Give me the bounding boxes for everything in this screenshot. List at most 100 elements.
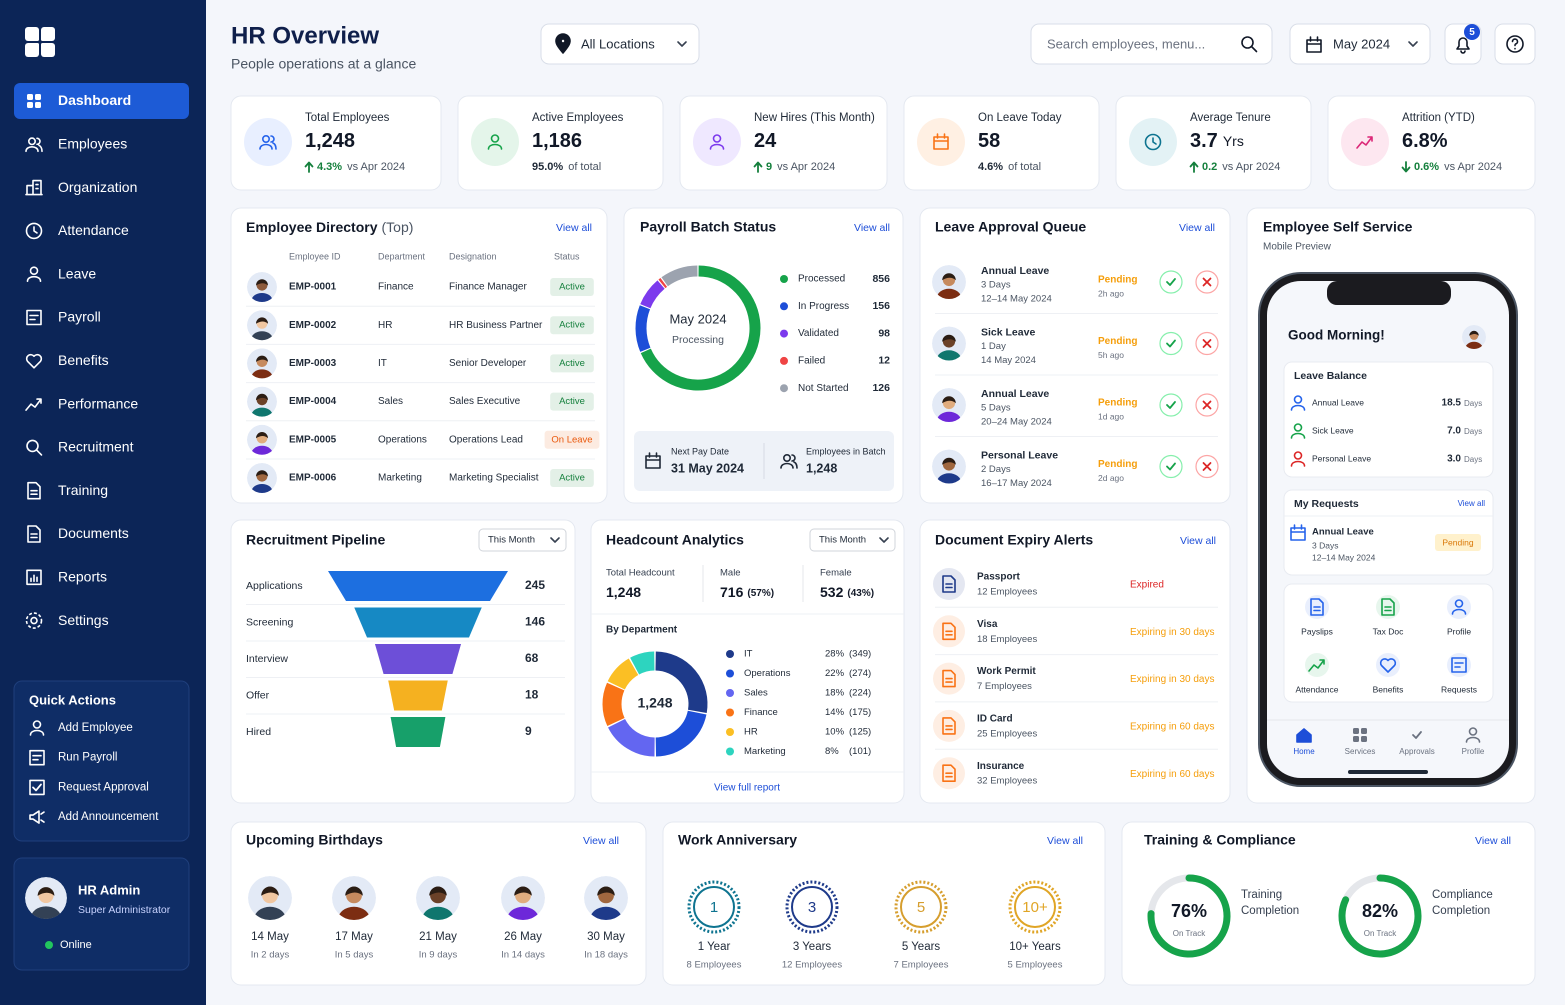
quick-action[interactable]: Add Announcement — [58, 811, 159, 823]
icon — [1412, 731, 1422, 739]
tab-label[interactable]: Approvals — [1399, 747, 1435, 756]
tab-label[interactable]: Home — [1293, 747, 1315, 756]
icon — [32, 783, 42, 792]
icon — [1202, 462, 1212, 471]
doc-status: Expiring in 60 days — [1130, 769, 1215, 780]
trend-arrow — [1401, 161, 1411, 173]
chevron — [677, 41, 687, 47]
approve-button[interactable] — [1159, 331, 1183, 356]
balance-unit: Days — [1464, 455, 1482, 464]
view-all-link[interactable]: View all — [1047, 835, 1083, 847]
filter-select[interactable] — [478, 528, 567, 552]
approve-button[interactable] — [1159, 454, 1183, 479]
kpi-label: New Hires (This Month) — [754, 112, 875, 124]
status-text: Active — [559, 396, 585, 407]
reject-button[interactable] — [1195, 270, 1219, 294]
status-dot — [45, 941, 53, 949]
filter-select[interactable] — [809, 528, 896, 552]
icon — [1293, 395, 1303, 404]
doc-status: Expired — [1130, 580, 1164, 591]
location-select[interactable] — [540, 23, 700, 65]
ring-status: On Track — [1364, 929, 1397, 938]
view-all-link[interactable]: View all — [556, 222, 592, 234]
card — [919, 519, 1231, 804]
avatar-hair — [1469, 330, 1479, 336]
nav-item[interactable]: Employees — [58, 136, 127, 152]
nav-item[interactable]: Reports — [58, 569, 107, 585]
nav-item[interactable]: Benefits — [58, 352, 109, 368]
avatar-body — [251, 369, 273, 379]
reject-button[interactable] — [1195, 454, 1219, 479]
nav-item[interactable]: Settings — [58, 612, 109, 628]
nav-item[interactable]: Performance — [58, 395, 138, 411]
service-label[interactable]: Requests — [1441, 684, 1477, 694]
employee-id: EMP-0001 — [289, 282, 337, 293]
stage-value: 9 — [525, 724, 532, 738]
view-all-link[interactable]: View all — [1458, 499, 1486, 508]
donut-segment — [661, 265, 698, 287]
nav-item[interactable]: Organization — [58, 179, 137, 195]
leave-age: 1d ago — [1098, 411, 1124, 421]
period-select[interactable] — [1289, 23, 1431, 65]
service-label[interactable]: Profile — [1447, 626, 1471, 636]
nav-item[interactable]: Training — [58, 482, 108, 498]
quick-action[interactable]: Request Approval — [58, 781, 149, 793]
leave-type: Annual Leave — [981, 388, 1049, 400]
stat-value: 1,248 — [606, 584, 641, 600]
nav-item[interactable]: Leave — [58, 265, 96, 281]
legend-dot — [780, 275, 788, 283]
footer-link[interactable]: View full report — [714, 783, 780, 794]
icon — [26, 439, 39, 453]
service-label[interactable]: Tax Doc — [1373, 626, 1404, 636]
approve-button[interactable] — [1159, 270, 1183, 294]
search-box[interactable] — [1030, 23, 1273, 65]
card — [1115, 95, 1312, 191]
icon — [27, 525, 41, 543]
logo — [25, 27, 39, 41]
avatar-hair — [261, 886, 279, 896]
legend-percent: 22% — [825, 668, 845, 679]
quick-action[interactable]: Add Employee — [58, 722, 133, 734]
status-text: Active — [559, 473, 585, 484]
my-requests — [1283, 489, 1494, 576]
doc-name: ID Card — [977, 714, 1013, 725]
view-all-link[interactable]: View all — [1180, 535, 1216, 547]
approve-button[interactable] — [1159, 393, 1183, 417]
nav-item[interactable]: Attendance — [58, 222, 129, 238]
tab-label[interactable]: Profile — [1462, 747, 1485, 756]
nav-item[interactable]: Dashboard — [58, 92, 131, 108]
quick-action[interactable]: Run Payroll — [58, 752, 117, 764]
avatar-hair — [37, 887, 55, 896]
service-label[interactable]: Benefits — [1373, 684, 1404, 694]
period-text: May 2024 — [1333, 36, 1390, 51]
reject-button[interactable] — [1195, 331, 1219, 356]
service-label[interactable]: Payslips — [1301, 626, 1333, 636]
view-all-link[interactable]: View all — [1475, 835, 1511, 847]
card-title: Training & Compliance — [1144, 832, 1296, 848]
kpi-value: 1,186 — [532, 130, 582, 152]
designation: Marketing Specialist — [449, 473, 539, 484]
leave-age: 2h ago — [1098, 288, 1124, 298]
icon — [29, 749, 45, 766]
view-all-link[interactable]: View all — [1179, 222, 1215, 234]
quick-actions-title: Quick Actions — [29, 692, 116, 707]
leave-days: 2 Days — [981, 464, 1011, 475]
nav-item[interactable]: Payroll — [58, 309, 101, 325]
stat-label: Male — [720, 568, 741, 579]
reject-button[interactable] — [1195, 393, 1219, 417]
tab-label[interactable]: Services — [1345, 747, 1376, 756]
icon — [1293, 423, 1303, 432]
column-header: Employee ID — [289, 251, 341, 261]
nav-item[interactable]: Documents — [58, 525, 129, 541]
icon — [1465, 736, 1481, 743]
nav-item[interactable]: Recruitment — [58, 439, 134, 455]
anniversary-label: 5 Years — [902, 941, 941, 953]
service-label[interactable]: Attendance — [1295, 684, 1338, 694]
service-icon-bg — [1376, 653, 1400, 677]
stage-label: Screening — [246, 616, 293, 628]
view-all-link[interactable]: View all — [583, 835, 619, 847]
avatar — [247, 272, 277, 302]
view-all-link[interactable]: View all — [854, 222, 890, 234]
department: Finance — [378, 282, 414, 293]
text-note: vs Apr 2024 — [1222, 161, 1280, 173]
